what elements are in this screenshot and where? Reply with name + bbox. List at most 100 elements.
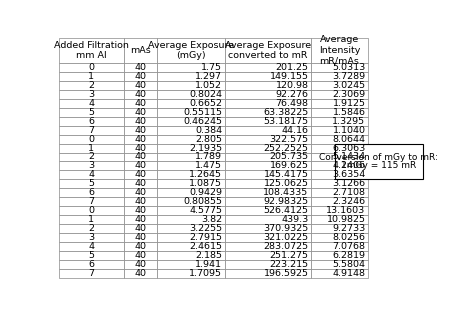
Text: 5.1434: 5.1434 <box>332 153 365 161</box>
Bar <box>156 260 225 269</box>
Text: 7.0768: 7.0768 <box>332 242 365 251</box>
Bar <box>311 117 368 126</box>
Text: 223.215: 223.215 <box>269 260 309 269</box>
Text: 8.0644: 8.0644 <box>332 135 365 143</box>
Text: 205.735: 205.735 <box>269 153 309 161</box>
Bar <box>225 215 311 224</box>
Text: 5: 5 <box>88 251 94 260</box>
Bar <box>124 171 156 179</box>
Bar <box>124 72 156 81</box>
Bar <box>311 242 368 251</box>
Bar <box>311 153 368 161</box>
Text: 1.475: 1.475 <box>195 161 222 171</box>
Bar <box>124 179 156 188</box>
Text: 2.805: 2.805 <box>195 135 222 143</box>
Bar <box>225 135 311 143</box>
Text: 0.55115: 0.55115 <box>183 108 222 117</box>
Text: 76.498: 76.498 <box>275 99 309 108</box>
Text: 40: 40 <box>134 108 146 117</box>
Bar <box>59 269 124 278</box>
Bar <box>124 161 156 171</box>
Text: 40: 40 <box>134 143 146 153</box>
Bar <box>59 188 124 197</box>
Text: 6: 6 <box>88 188 94 197</box>
Text: 3.2255: 3.2255 <box>189 224 222 233</box>
Bar <box>59 90 124 99</box>
Text: 40: 40 <box>134 233 146 242</box>
Text: 1.941: 1.941 <box>195 260 222 269</box>
Bar <box>225 99 311 108</box>
Bar <box>59 171 124 179</box>
Bar <box>225 242 311 251</box>
Text: 3.1266: 3.1266 <box>332 179 365 188</box>
Text: 1.3295: 1.3295 <box>332 117 365 126</box>
Text: 44.16: 44.16 <box>282 126 309 135</box>
Bar <box>59 63 124 72</box>
Text: 4: 4 <box>88 171 94 179</box>
Bar <box>225 269 311 278</box>
Text: 4: 4 <box>88 242 94 251</box>
Bar <box>156 215 225 224</box>
Bar <box>225 126 311 135</box>
Text: 40: 40 <box>134 197 146 206</box>
Text: 145.4175: 145.4175 <box>264 171 309 179</box>
Text: 322.575: 322.575 <box>269 135 309 143</box>
Bar <box>156 117 225 126</box>
Text: 40: 40 <box>134 224 146 233</box>
Text: 7: 7 <box>88 197 94 206</box>
Text: 40: 40 <box>134 188 146 197</box>
Text: 0: 0 <box>88 206 94 215</box>
Bar <box>124 215 156 224</box>
Bar <box>311 126 368 135</box>
Bar <box>124 242 156 251</box>
Text: 0: 0 <box>88 135 94 143</box>
Text: 40: 40 <box>134 99 146 108</box>
Bar <box>311 63 368 72</box>
Bar <box>225 260 311 269</box>
Bar <box>156 72 225 81</box>
Text: 40: 40 <box>134 81 146 90</box>
Bar <box>59 143 124 153</box>
Bar <box>225 143 311 153</box>
Text: 370.9325: 370.9325 <box>264 224 309 233</box>
Text: 2.185: 2.185 <box>195 251 222 260</box>
Text: 2.7915: 2.7915 <box>189 233 222 242</box>
Bar <box>225 171 311 179</box>
Bar <box>124 126 156 135</box>
Text: 9.2733: 9.2733 <box>332 224 365 233</box>
Bar <box>225 206 311 215</box>
Text: 7: 7 <box>88 126 94 135</box>
Text: 0.9429: 0.9429 <box>189 188 222 197</box>
Text: 40: 40 <box>134 269 146 278</box>
Text: 40: 40 <box>134 63 146 72</box>
Text: 40: 40 <box>134 72 146 81</box>
Text: 149.155: 149.155 <box>270 72 309 81</box>
Bar <box>225 108 311 117</box>
Bar <box>59 117 124 126</box>
Text: 1: 1 <box>88 143 94 153</box>
Bar <box>225 81 311 90</box>
Text: 1.7095: 1.7095 <box>189 269 222 278</box>
Text: 439.3: 439.3 <box>281 215 309 224</box>
Text: 0.6652: 0.6652 <box>189 99 222 108</box>
Bar <box>156 206 225 215</box>
Bar <box>59 108 124 117</box>
Bar <box>311 143 368 153</box>
Bar <box>156 224 225 233</box>
Bar <box>156 81 225 90</box>
Text: 92.98325: 92.98325 <box>264 197 309 206</box>
Text: 1.1040: 1.1040 <box>332 126 365 135</box>
Bar <box>311 179 368 188</box>
Text: Average Exposure
(mGy): Average Exposure (mGy) <box>147 41 234 60</box>
Bar <box>311 251 368 260</box>
Bar <box>124 38 156 63</box>
Bar <box>311 90 368 99</box>
Text: 3.6354: 3.6354 <box>332 171 365 179</box>
Bar <box>59 215 124 224</box>
Bar <box>225 179 311 188</box>
Bar <box>311 269 368 278</box>
Text: 40: 40 <box>134 260 146 269</box>
Text: 0.80855: 0.80855 <box>183 197 222 206</box>
Text: 3: 3 <box>88 233 94 242</box>
Bar <box>311 260 368 269</box>
